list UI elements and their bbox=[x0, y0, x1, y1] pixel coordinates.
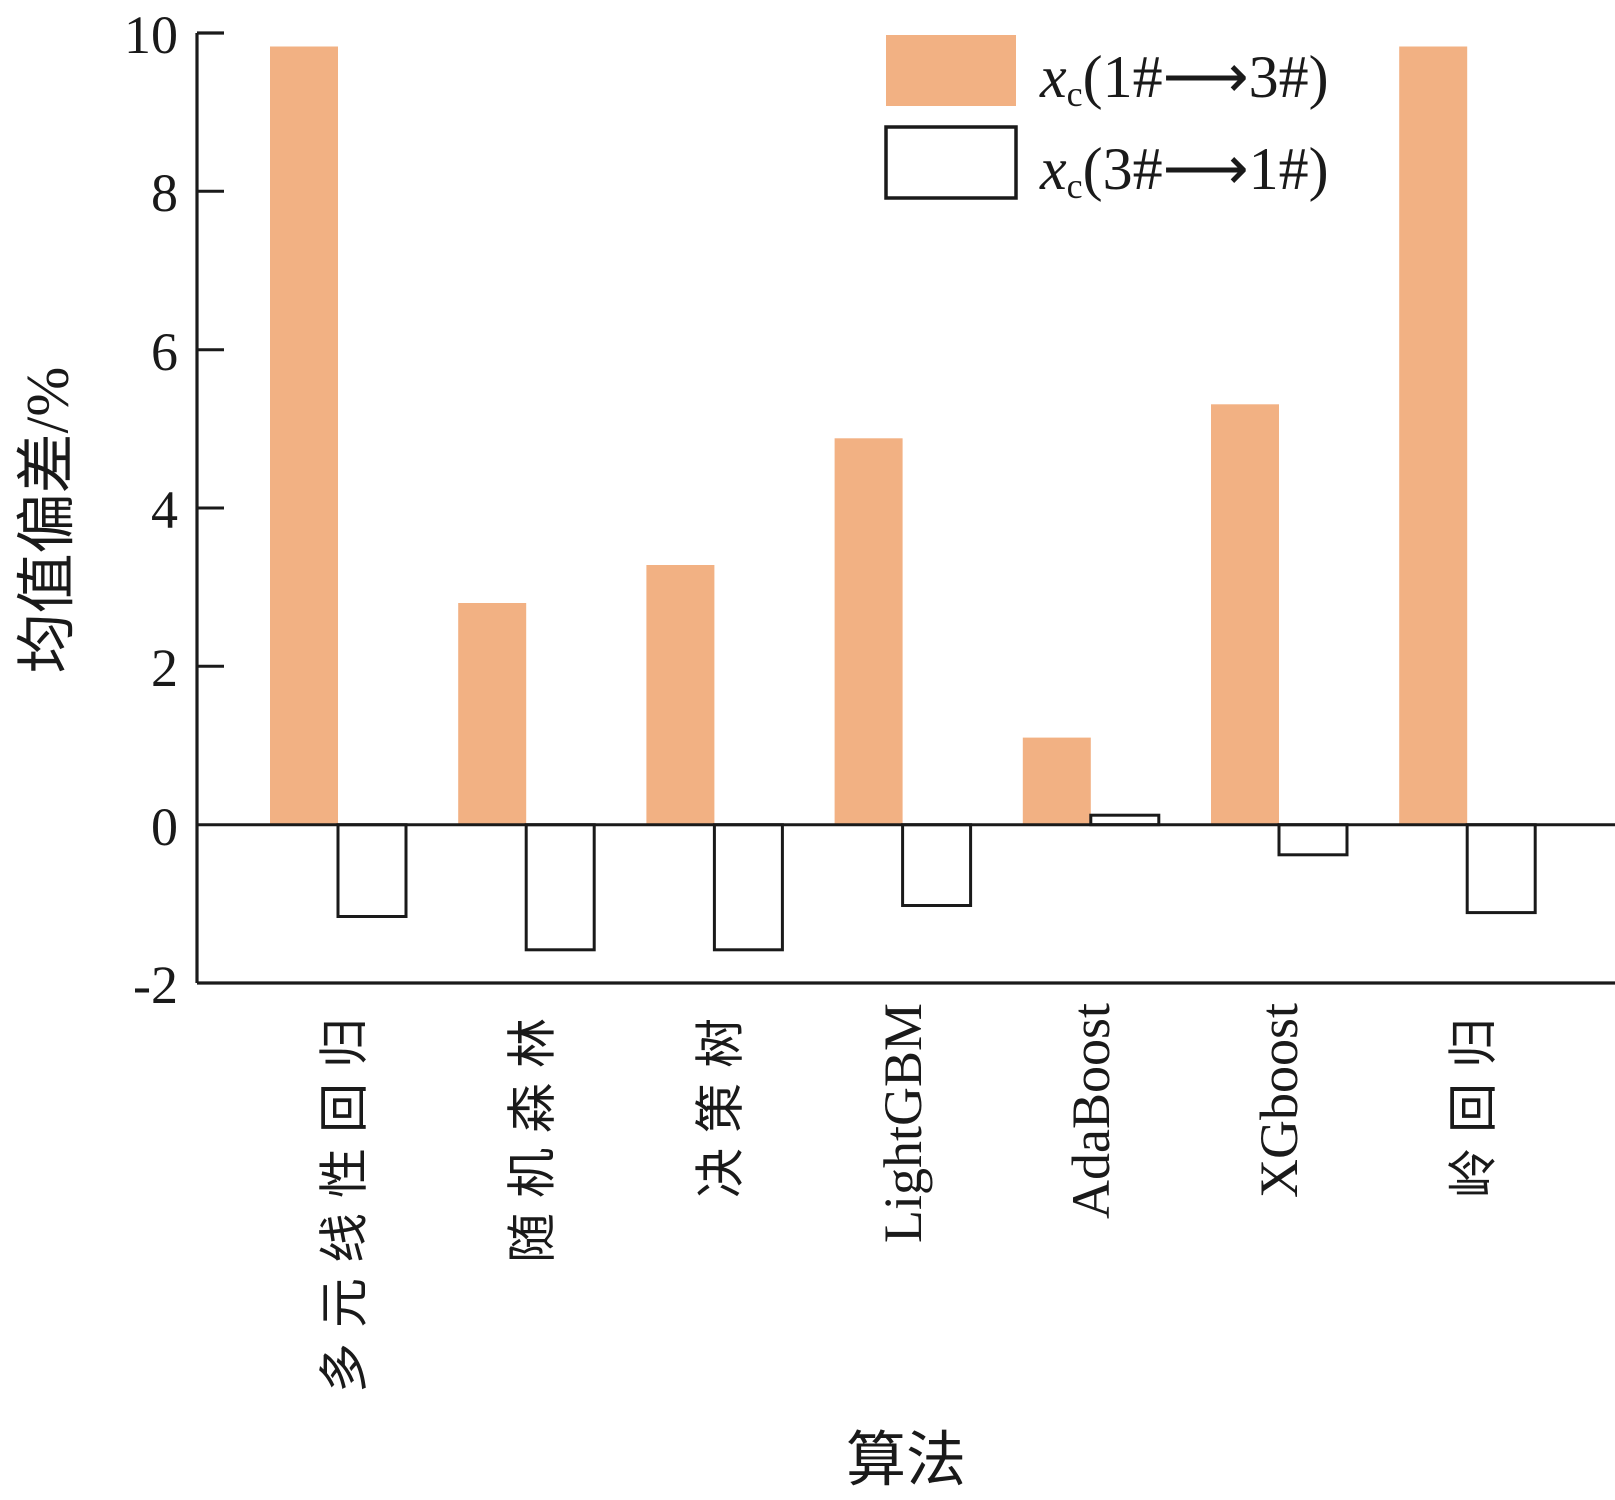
svg-text:8: 8 bbox=[151, 163, 178, 223]
svg-text:10: 10 bbox=[124, 5, 178, 65]
svg-text:6: 6 bbox=[151, 322, 178, 382]
svg-text:-2: -2 bbox=[133, 955, 178, 1015]
svg-text:2: 2 bbox=[151, 638, 178, 698]
svg-text:4: 4 bbox=[151, 480, 178, 540]
svg-text:0: 0 bbox=[151, 797, 178, 857]
